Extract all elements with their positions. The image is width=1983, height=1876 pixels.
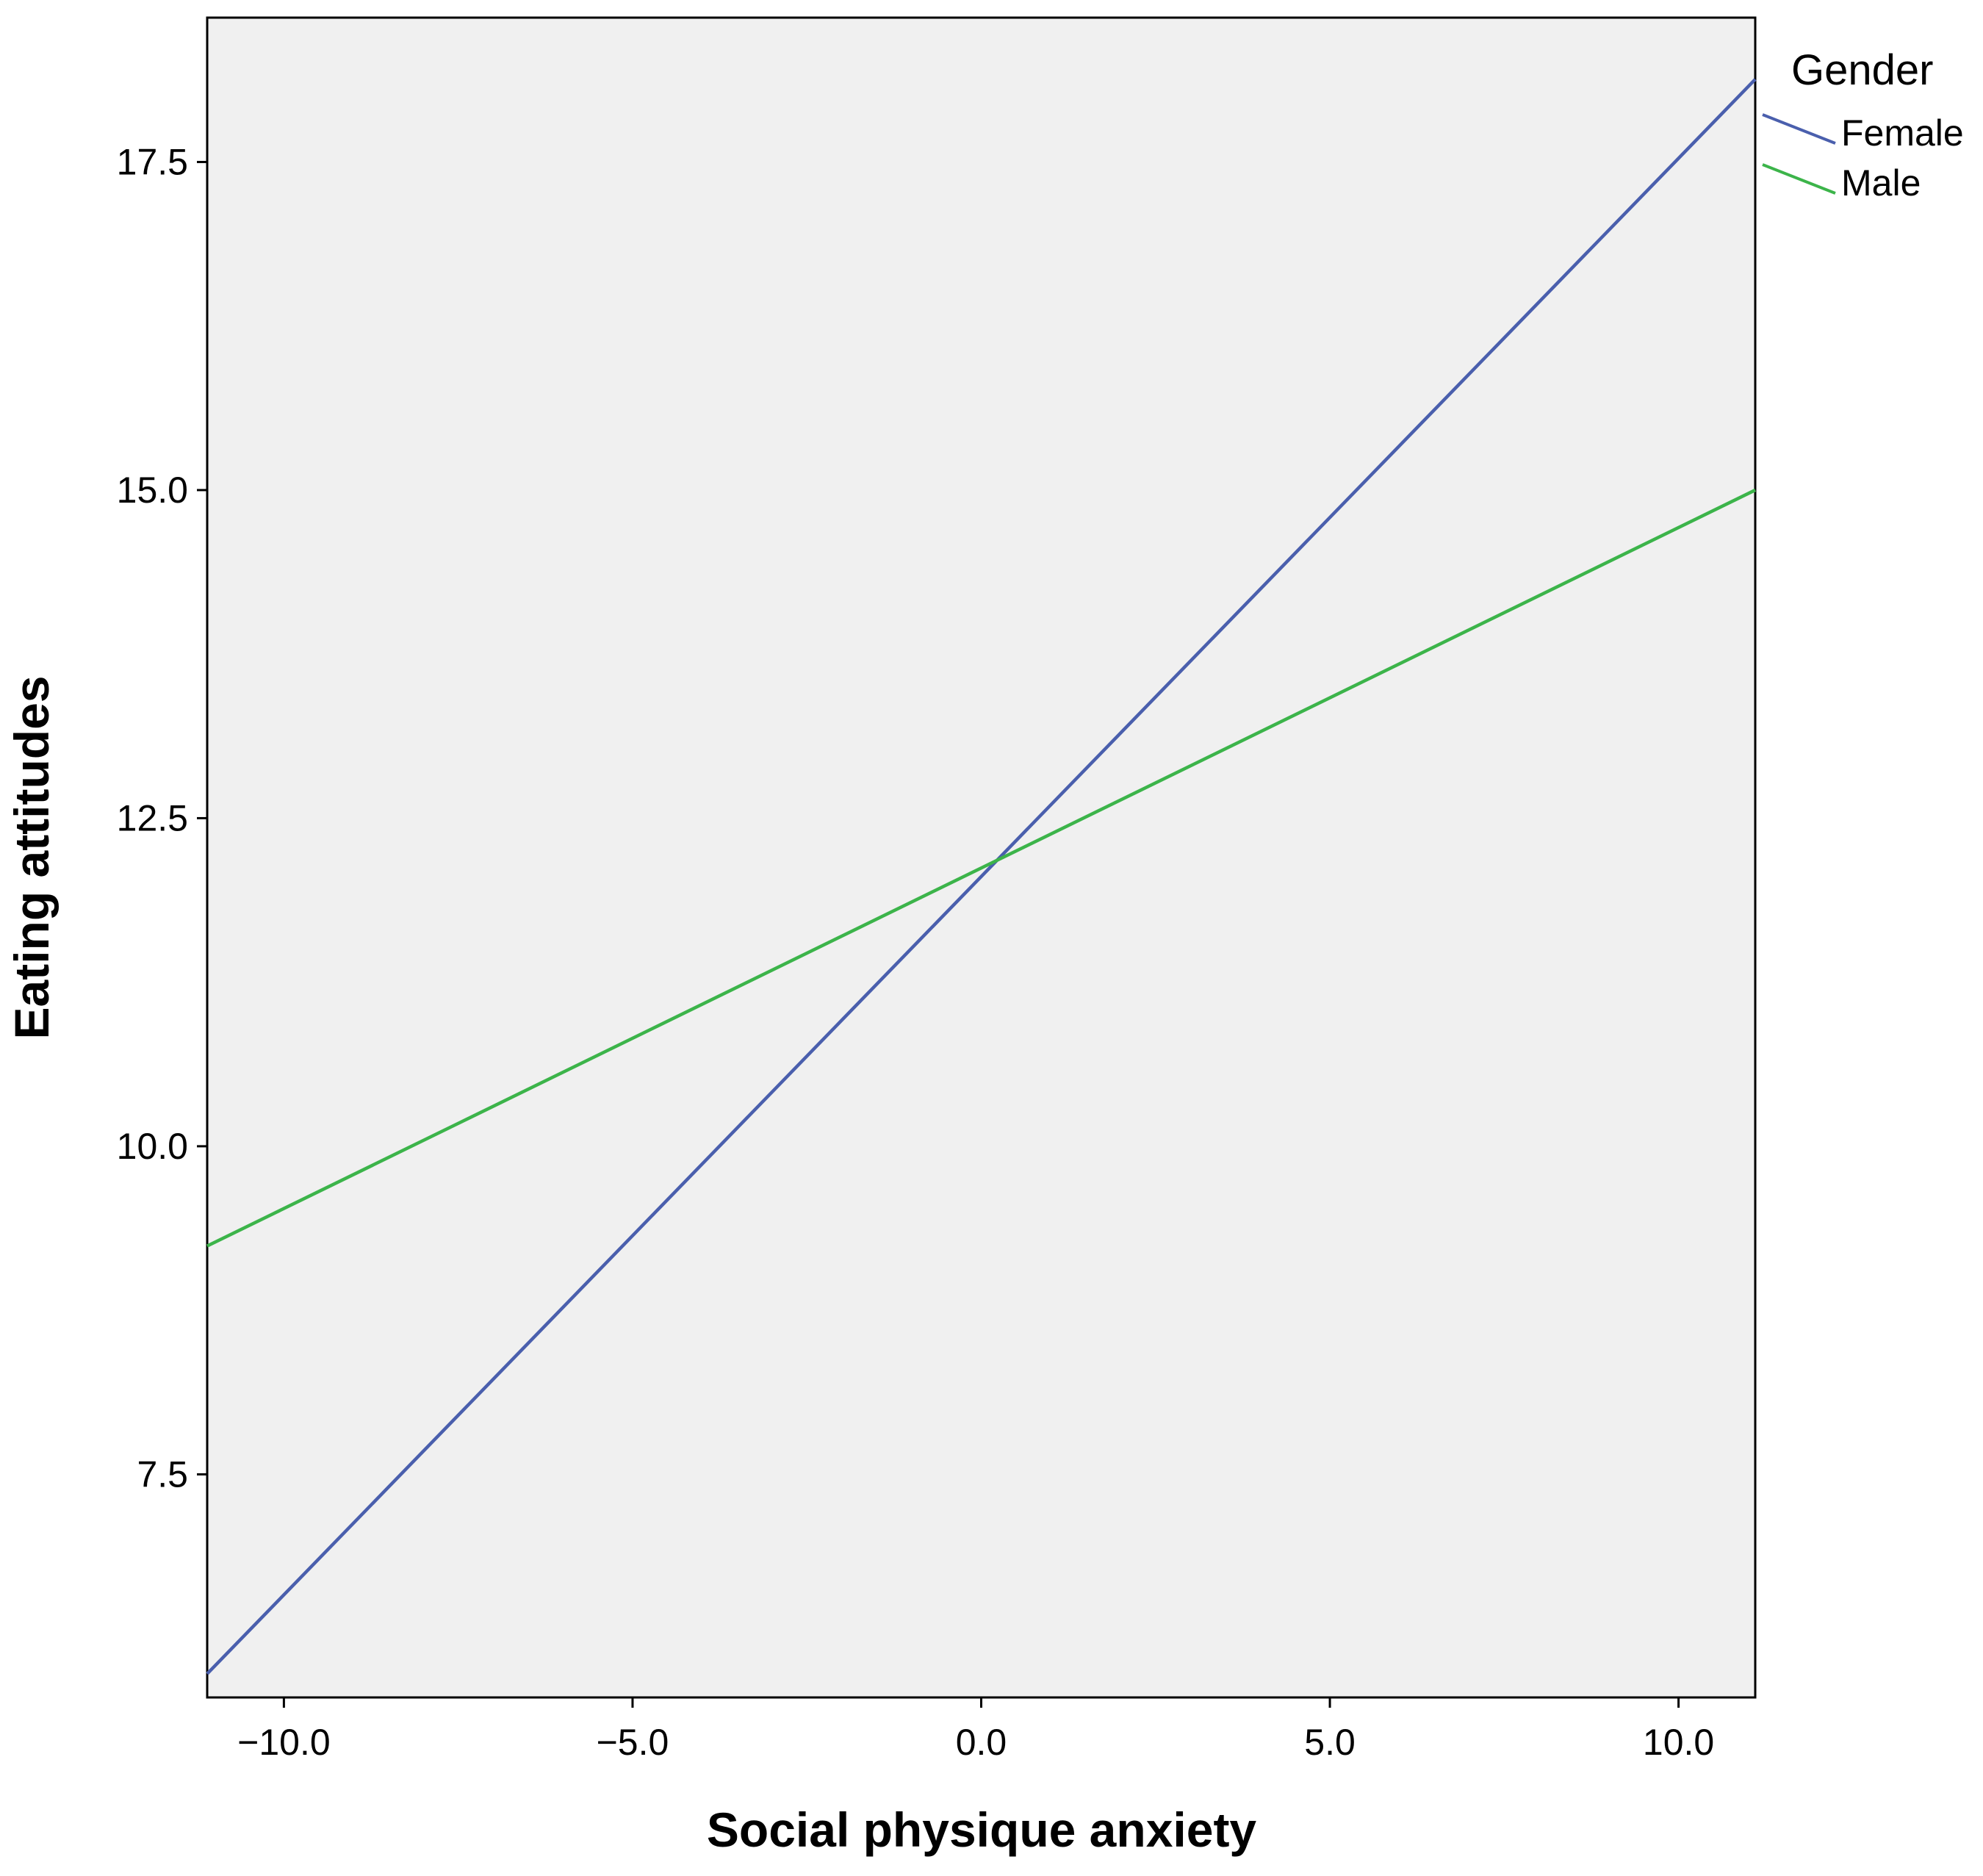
y-tick-label: 17.5: [117, 141, 188, 182]
legend-swatch-female: [1762, 113, 1836, 145]
x-tick-label: 5.0: [1304, 1722, 1356, 1763]
legend-title: Gender: [1791, 46, 1933, 94]
y-tick-label: 10.0: [117, 1126, 188, 1167]
legend-label-male: Male: [1841, 162, 1921, 204]
x-tick-label: 10.0: [1643, 1722, 1714, 1763]
x-tick-label: −10.0: [237, 1722, 331, 1763]
axes: −10.0 −5.0 0.0 5.0 10.0 7.5 10.0 12.5 15.0 17.5: [117, 141, 1715, 1763]
x-axis-title: Social physique anxiety: [707, 1803, 1257, 1857]
series-line-male: [206, 488, 1756, 1248]
y-tick-label: 7.5: [137, 1453, 188, 1495]
y-axis-title: Eating attitudes: [4, 675, 59, 1039]
x-tick-label: −5.0: [597, 1722, 669, 1763]
y-tick-label: 15.0: [117, 470, 188, 511]
x-tick-label: 0.0: [956, 1722, 1007, 1763]
series-line-female: [206, 78, 1757, 1675]
series-lines: [206, 78, 1757, 1675]
legend-swatch-male: [1762, 163, 1836, 195]
plot-area: [206, 16, 1757, 1699]
legend: Gender Female Male: [1762, 46, 1964, 204]
y-tick-label: 12.5: [117, 797, 188, 838]
legend-label-female: Female: [1841, 112, 1964, 154]
